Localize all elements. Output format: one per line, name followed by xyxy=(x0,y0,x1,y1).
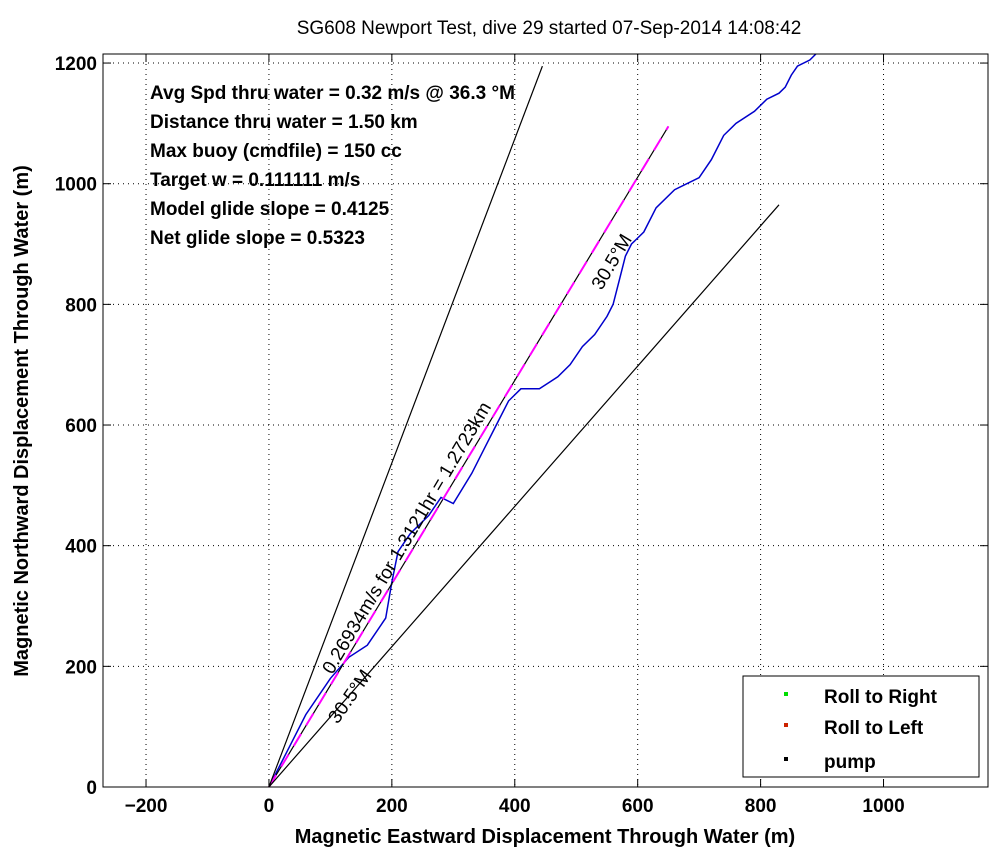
annotation-avg-speed: Avg Spd thru water = 0.32 m/s @ 36.3 °M xyxy=(150,83,515,104)
annotation-block: Avg Spd thru water = 0.32 m/s @ 36.3 °M … xyxy=(150,83,515,249)
legend-label-pump: pump xyxy=(824,752,876,773)
y-axis-label: Magnetic Northward Displacement Through … xyxy=(11,165,33,677)
x-tick-label: 200 xyxy=(376,796,408,817)
x-tick-label: −200 xyxy=(125,796,168,817)
legend-marker-roll-left xyxy=(784,723,788,727)
ticks: −200 0 200 400 600 800 1000 0 200 400 600 800 1000 12… xyxy=(55,54,988,817)
x-tick-label: 600 xyxy=(622,796,654,817)
y-tick-label: 1000 xyxy=(55,175,97,196)
series-left-bound xyxy=(268,65,543,788)
x-tick-label: 800 xyxy=(745,796,777,817)
plot-frame xyxy=(102,53,989,788)
y-tick-label: 800 xyxy=(65,295,97,316)
legend-marker-pump xyxy=(784,757,788,761)
legend: Roll to Right Roll to Left pump xyxy=(742,675,980,778)
legend-box xyxy=(742,675,980,778)
y-tick-label: 1200 xyxy=(55,54,97,75)
y-tick-label: 400 xyxy=(65,537,97,558)
y-tick-label: 600 xyxy=(65,416,97,437)
y-tick-label: 200 xyxy=(65,657,97,678)
legend-label-roll-right: Roll to Right xyxy=(824,687,938,708)
legend-label-roll-left: Roll to Left xyxy=(824,718,924,739)
y-tick-label: 0 xyxy=(86,778,97,799)
annotation-target-w: Target w = 0.111111 m/s xyxy=(150,170,360,191)
series-right-bound xyxy=(268,204,780,788)
annotation-model-glide: Model glide slope = 0.4125 xyxy=(150,199,390,220)
x-axis-label: Magnetic Eastward Displacement Through W… xyxy=(295,826,795,848)
chart-title: SG608 Newport Test, dive 29 started 07-S… xyxy=(297,18,802,39)
grid xyxy=(103,54,988,788)
annotation-distance: Distance thru water = 1.50 km xyxy=(150,112,418,133)
plot-area xyxy=(103,54,988,787)
annotation-net-glide: Net glide slope = 0.5323 xyxy=(150,228,365,249)
x-tick-label: 400 xyxy=(499,796,531,817)
legend-marker-roll-right xyxy=(784,692,788,696)
series-track xyxy=(268,53,817,788)
series-speed-line-dashes xyxy=(268,125,670,788)
x-tick-label: 0 xyxy=(264,796,275,817)
series-layer xyxy=(268,53,817,788)
x-tick-label: 1000 xyxy=(862,796,904,817)
annotation-max-buoy: Max buoy (cmdfile) = 150 cc xyxy=(150,141,402,162)
